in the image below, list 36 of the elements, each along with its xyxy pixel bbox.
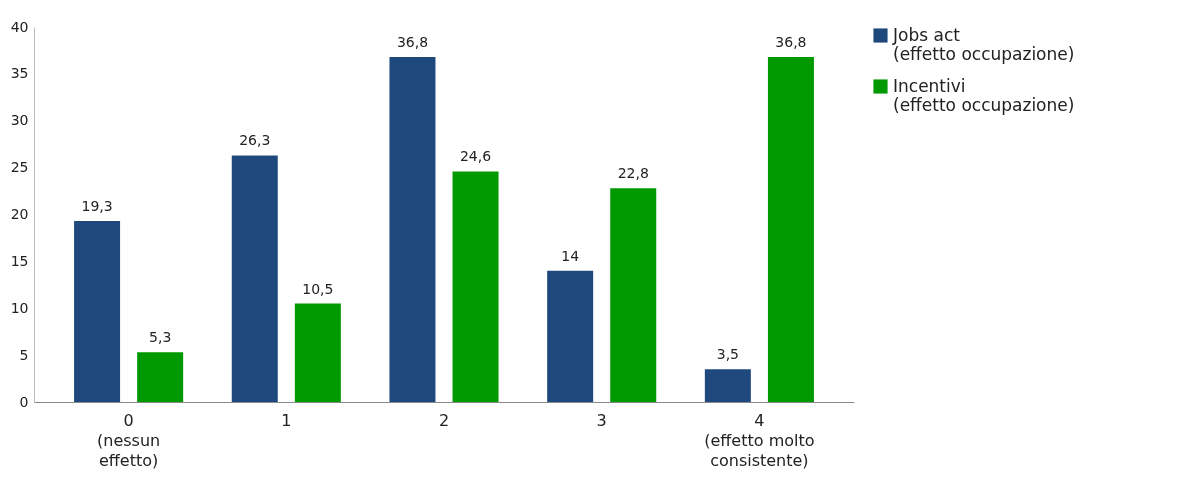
data-label: 36,8 xyxy=(775,34,807,50)
data-label: 26,3 xyxy=(239,132,271,149)
y-tick-label: 15 xyxy=(10,252,29,269)
x-tick-label: 0 (nessun effetto) xyxy=(97,410,161,470)
data-label: 10,5 xyxy=(302,280,334,297)
legend-label: Incentivi (effetto occupazione) xyxy=(893,75,1075,115)
y-tick-label: 0 xyxy=(19,393,29,410)
bar xyxy=(389,57,436,402)
y-tick-label: 5 xyxy=(19,346,29,363)
data-label: 36,8 xyxy=(396,34,429,50)
bar xyxy=(547,270,594,402)
x-tick-label: 4 (effetto molto consistente) xyxy=(704,410,815,470)
x-tick-label: 2 xyxy=(438,410,450,430)
bar xyxy=(74,221,121,402)
data-label: 14 xyxy=(561,247,580,264)
legend-label: Jobs act (effetto occupazione) xyxy=(892,24,1075,64)
bar xyxy=(231,155,278,402)
bar xyxy=(610,188,657,402)
bar xyxy=(767,57,814,402)
data-label: 19,3 xyxy=(81,198,113,215)
y-tick-label: 25 xyxy=(10,159,29,176)
data-label: 5,3 xyxy=(149,329,172,346)
y-tick-label: 35 xyxy=(10,65,29,82)
data-label: 24,6 xyxy=(459,148,492,165)
y-tick-label: 30 xyxy=(10,112,29,129)
y-tick-label: 40 xyxy=(10,18,29,35)
bar xyxy=(294,303,341,402)
bar xyxy=(704,369,751,402)
x-tick-label: 3 xyxy=(596,410,607,430)
y-tick-label: 10 xyxy=(10,299,29,316)
data-label: 3,5 xyxy=(716,346,739,363)
data-label: 22,8 xyxy=(617,165,649,182)
y-tick-label: 20 xyxy=(10,206,29,222)
x-tick-label: 1 xyxy=(281,410,292,430)
bar xyxy=(452,171,499,402)
bar xyxy=(137,352,184,402)
